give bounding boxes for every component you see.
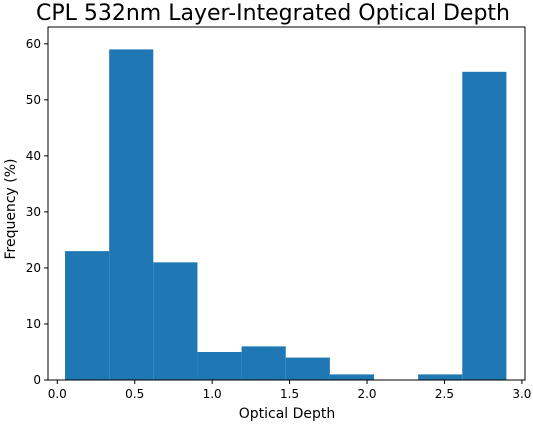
- chart-title: CPL 532nm Layer-Integrated Optical Depth: [36, 1, 510, 26]
- plot-area-frame: [47, 26, 526, 381]
- y-tick-label-5: 50: [26, 93, 41, 107]
- histogram-bar-4: [197, 351, 242, 380]
- x-tick-label-4: 2.0: [357, 387, 376, 401]
- y-tick-label-1: 10: [26, 317, 41, 331]
- x-tick-label-2: 1.0: [203, 387, 222, 401]
- y-tick-label-2: 20: [26, 261, 41, 275]
- x-tick-label-5: 2.5: [435, 387, 454, 401]
- x-tick-label-3: 1.5: [280, 387, 299, 401]
- y-tick-label-3: 30: [26, 205, 41, 219]
- x-tick-label-1: 0.5: [125, 387, 144, 401]
- bars-group: [65, 49, 507, 381]
- y-tick-label-6: 60: [26, 37, 41, 51]
- histogram-bar-7: [329, 374, 375, 380]
- y-axis-ticks: 0 10 20 30 40 50 60: [26, 37, 48, 387]
- y-tick-label-4: 40: [26, 149, 41, 163]
- histogram-bar-3: [153, 262, 198, 380]
- x-axis-ticks: 0.0 0.5 1.0 1.5 2.0 2.5 3.0: [48, 380, 531, 401]
- histogram-bar-1: [65, 251, 110, 380]
- x-tick-label-6: 3.0: [512, 387, 531, 401]
- histogram-bar-6: [285, 357, 330, 380]
- histogram-bar-10: [462, 71, 507, 381]
- y-tick-label-0: 0: [33, 373, 41, 387]
- y-axis-label: Frequency (%): [3, 158, 19, 259]
- histogram-bar-9: [418, 374, 463, 380]
- x-axis-label: Optical Depth: [239, 406, 336, 422]
- histogram-bar-5: [241, 346, 286, 380]
- histogram-bar-2: [109, 49, 154, 381]
- x-tick-label-0: 0.0: [48, 387, 67, 401]
